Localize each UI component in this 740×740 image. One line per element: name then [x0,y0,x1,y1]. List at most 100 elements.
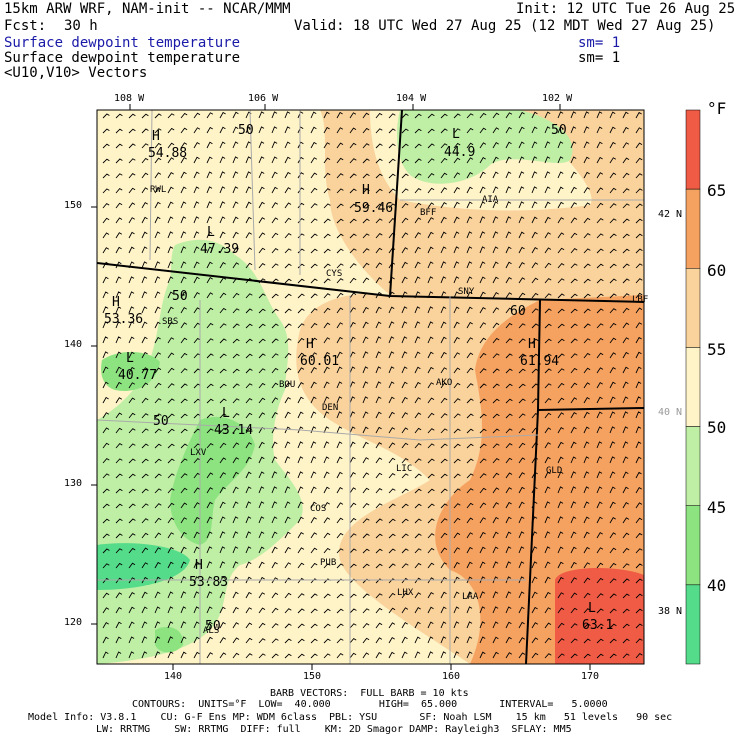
field-2-smoothing: sm= 1 [578,50,621,66]
valid-time: Valid: 18 UTC Wed 27 Aug 25 (12 MDT Wed … [294,18,716,34]
footer-contours: CONTOURS: UNITS=°F LOW= 40.000 HIGH= 65.… [132,699,608,710]
legend-swatch [685,268,701,348]
extremum-value: 54.88 [148,146,188,161]
footer-model-info: Model Info: V3.8.1 CU: G-F Ens MP: WDM 6… [28,712,673,723]
lat-label-42: 42 N [658,209,683,220]
station-label: LBF [632,295,649,305]
extremum-value: 43.14 [214,423,254,438]
footer-barb: BARB VECTORS: FULL BARB = 10 kts [270,688,469,699]
legend-swatch [685,426,701,506]
extremum-value: 40.77 [118,368,158,383]
station-label: LHX [397,588,414,598]
legend-unit: °F [707,99,727,118]
forecast-label: Fcst: [4,18,47,34]
lat-label-38: 38 N [658,606,683,617]
station-label: GLD [546,466,563,476]
footer-physics: LW: RRTMG SW: RRTMG DIFF: full KM: 2D Sm… [96,724,572,735]
field-1-smoothing: sm= 1 [578,35,621,51]
station-label: AIA [482,195,499,205]
extremum-value: 47.39 [200,242,240,257]
station-label: CYS [326,269,343,279]
y-label-140: 140 [64,339,83,350]
legend-tick: 45 [707,498,727,517]
legend-tick: 60 [707,261,727,280]
model-title: 15km ARW WRF, NAM-init -- NCAR/MMM [4,1,291,17]
contour-label: 60 [510,304,526,319]
extremum-type: L [452,127,460,142]
contour-label: 50 [238,123,254,138]
extremum-value: 60.01 [300,354,340,369]
lon-label-104: 104 W [396,93,427,104]
x-label-170: 170 [581,671,600,682]
station-label: SBS [162,317,179,327]
station-label: AKO [436,378,453,388]
contour-label: 50 [551,123,567,138]
legend-swatch [685,347,701,427]
contour-fill-layer [97,110,644,664]
extremum-value: 61.94 [520,354,560,369]
extremum-type: H [528,337,536,352]
field-3-name: <U10,V10> Vectors [4,65,148,81]
station-label: LIC [396,464,413,474]
station-label: RWL [150,185,167,195]
lon-label-102: 102 W [542,93,573,104]
station-label: BOU [279,380,296,390]
station-label: BFF [420,208,437,218]
station-label: COS [310,504,327,514]
station-label: SNY [458,287,475,297]
wind-barbs [102,111,643,659]
extremum-type: H [362,183,370,198]
legend-swatch [685,109,701,190]
contour-label: 50 [153,414,169,429]
county-lines [97,110,644,664]
extremum-type: H [195,558,203,573]
lat-label-40: 40 N [658,407,683,418]
extremum-type: L [126,351,134,366]
fill-40-45-b [170,416,255,545]
contour-label: 50 [172,289,188,304]
legend-swatch [685,505,701,586]
x-label-150: 150 [303,671,322,682]
y-label-120: 120 [64,617,83,628]
state-border-ne [389,110,403,297]
fill-45-50-north [397,110,573,184]
state-border-east [525,409,539,664]
extremum-type: H [306,337,314,352]
extremum-value: 53.83 [189,575,229,590]
station-label: DEN [322,403,339,413]
fill-40-45-a [101,351,160,391]
legend-tick: 40 [707,576,727,595]
field-1-name: Surface dewpoint temperature [4,35,241,51]
extremum-type: L [207,225,215,240]
station-label: ALS [203,626,220,636]
extremum-value: 59.46 [354,201,394,216]
extremum-type: L [588,601,596,616]
legend-swatch [685,584,701,665]
extremum-type: L [222,406,230,421]
station-label: PUB [320,558,337,568]
station-label: LAA [462,592,479,602]
y-label-130: 130 [64,478,83,489]
lon-label-108: 108 W [114,93,145,104]
station-label: LXV [190,448,207,458]
extremum-value: 63.1 [582,618,614,633]
axis-ticks [91,104,591,670]
forecast-hour: 30 h [64,18,98,34]
boundaries [97,110,644,664]
extremum-type: H [152,129,160,144]
field-2-name: Surface dewpoint temperature [4,50,241,66]
x-label-160: 160 [442,671,461,682]
extremum-value: 53.36 [104,312,144,327]
map-frame [96,109,645,665]
contour-label: 50 [205,619,221,634]
extremum-value: 44.9 [444,145,476,160]
legend-tick: 65 [707,181,727,200]
y-label-150: 150 [64,200,83,211]
wind-barb-field [102,111,643,659]
legend-tick: 55 [707,340,727,359]
legend-tick: 50 [707,418,727,437]
x-label-140: 140 [164,671,183,682]
init-time: Init: 12 UTC Tue 26 Aug 25 [516,1,736,17]
